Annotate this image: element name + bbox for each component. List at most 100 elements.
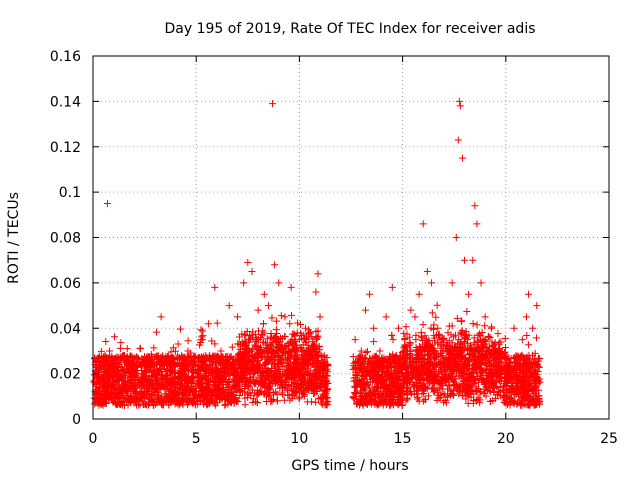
roti-point (217, 347, 225, 355)
roti-point (233, 313, 241, 321)
roti-noise-point (419, 321, 427, 329)
roti-noise-point (473, 321, 481, 329)
roti-point (394, 324, 402, 332)
roti-noise-point (402, 397, 410, 405)
roti-point (366, 290, 374, 298)
roti-point (157, 313, 165, 321)
roti-noise-point (197, 326, 205, 334)
roti-noise-point (403, 395, 411, 403)
roti-noise-point (228, 343, 236, 351)
roti-point (136, 345, 144, 353)
roti-noise-point (150, 344, 158, 352)
roti-noise-point (153, 328, 161, 336)
roti-noise-point (486, 333, 494, 341)
roti-noise-point (241, 401, 249, 409)
roti-point (388, 283, 396, 291)
roti-point (454, 136, 462, 144)
roti-noise-point (363, 348, 371, 356)
roti-noise-point (286, 320, 294, 328)
roti-noise-point (532, 334, 540, 342)
roti-noise-point (192, 381, 200, 389)
roti-point (357, 347, 365, 355)
roti-noise-point (501, 335, 509, 343)
roti-noise-point (251, 341, 259, 349)
roti-noise-point (400, 330, 408, 338)
roti-noise-point (213, 319, 221, 327)
roti-point (275, 279, 283, 287)
roti-noise-point (176, 325, 184, 333)
roti-noise-point (273, 397, 281, 405)
grid-lines (93, 56, 609, 419)
roti-point (281, 313, 289, 321)
roti-noise-point (253, 399, 261, 407)
roti-noise-point (389, 336, 397, 344)
roti-point (314, 270, 322, 278)
roti-noise-point (273, 317, 281, 325)
roti-noise-point (349, 394, 357, 402)
roti-noise-point (421, 332, 429, 340)
roti-point (240, 279, 248, 287)
roti-noise-point (294, 356, 302, 364)
roti-point (376, 347, 384, 355)
roti-noise-point (424, 392, 432, 400)
roti-point (316, 313, 324, 321)
roti-noise-point (287, 311, 295, 319)
roti-point (427, 279, 435, 287)
roti-noise-point (433, 301, 441, 309)
roti-noise-point (457, 317, 465, 325)
roti-noise-point (294, 319, 302, 327)
roti-noise-point (123, 345, 131, 353)
roti-point (419, 220, 427, 228)
roti-point (205, 320, 213, 328)
roti-noise-point (277, 312, 285, 320)
roti-noise-point (494, 330, 502, 338)
roti-point (351, 336, 359, 344)
roti-noise-point (102, 337, 110, 345)
roti-point (458, 154, 466, 162)
roti-noise-point (469, 320, 477, 328)
roti-point (225, 302, 233, 310)
roti-noise-point (463, 308, 471, 316)
roti-noise-point (402, 323, 410, 331)
roti-point (456, 102, 464, 110)
roti-point (211, 283, 219, 291)
roti-point (287, 283, 295, 291)
roti-noise-point (323, 354, 331, 362)
roti-point (407, 306, 415, 314)
roti-noise-point (523, 331, 531, 339)
roti-point (254, 306, 262, 314)
data-points (90, 97, 544, 409)
roti-noise-point (414, 386, 422, 394)
roti-noise-point (432, 313, 440, 321)
roti-noise-point (97, 347, 105, 355)
roti-point (312, 288, 320, 296)
roti-point (370, 324, 378, 332)
chart-title: Day 195 of 2019, Rate Of TEC Index for r… (164, 21, 535, 37)
roti-noise-point (421, 396, 429, 404)
roti-point (455, 97, 463, 105)
roti-noise-point (412, 336, 420, 344)
roti-noise-point (481, 322, 489, 330)
roti-noise-point (221, 401, 229, 409)
roti-point (452, 234, 460, 241)
roti-noise-point (196, 341, 204, 349)
roti-noise-point (370, 338, 378, 346)
roti-noise-point (428, 309, 436, 317)
roti-point (448, 279, 456, 287)
roti-point (269, 100, 277, 108)
roti-noise-point (501, 344, 509, 352)
roti-noise-point (259, 320, 267, 328)
roti-point (271, 261, 279, 269)
roti-point (244, 258, 252, 266)
roti-noise-point (525, 341, 533, 349)
roti-noise-point (268, 314, 276, 322)
roti-noise-point (362, 349, 370, 357)
roti-point (423, 268, 431, 276)
roti-point (411, 313, 419, 321)
roti-point (434, 324, 442, 332)
roti-noise-point (111, 333, 119, 341)
roti-point (415, 290, 423, 298)
roti-noise-point (174, 340, 182, 348)
roti-noise-point (116, 344, 124, 352)
